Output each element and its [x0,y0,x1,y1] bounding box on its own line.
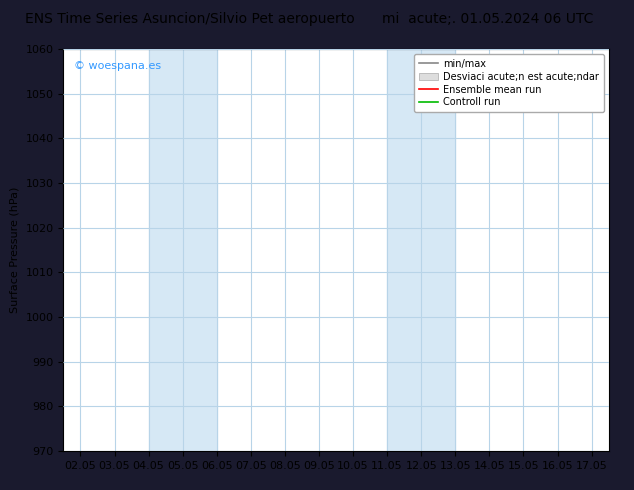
Y-axis label: Surface Pressure (hPa): Surface Pressure (hPa) [10,187,20,313]
Text: ENS Time Series Asuncion/Silvio Pet aeropuerto: ENS Time Series Asuncion/Silvio Pet aero… [25,12,355,26]
Bar [148,49,217,451]
Text: mi  acute;. 01.05.2024 06 UTC: mi acute;. 01.05.2024 06 UTC [382,12,594,26]
Text: © woespana.es: © woespana.es [74,61,162,71]
Bar [387,49,455,451]
Legend: min/max, Desviaci acute;n est acute;ndar, Ensemble mean run, Controll run: min/max, Desviaci acute;n est acute;ndar… [414,54,604,112]
